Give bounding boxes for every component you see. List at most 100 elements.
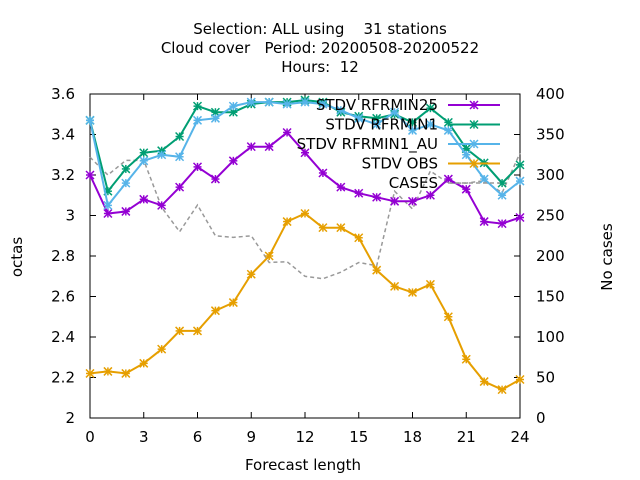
data-point [264, 142, 274, 152]
data-point [407, 125, 418, 135]
data-point [390, 107, 400, 117]
data-point [85, 368, 95, 378]
series-line [89, 212, 521, 391]
data-point [443, 312, 453, 322]
data-point [407, 117, 418, 127]
data-point [407, 196, 418, 206]
data-point [425, 103, 435, 113]
legend-marker [469, 100, 479, 110]
data-point [425, 190, 435, 200]
legend-marker [469, 139, 479, 149]
y-tick-label: 3.4 [51, 126, 75, 144]
data-point [264, 251, 274, 261]
data-point [192, 115, 203, 125]
y-tick-label: 2.6 [51, 288, 75, 306]
x-tick-label: 21 [457, 428, 476, 446]
series-line [89, 152, 521, 280]
data-point [121, 368, 131, 378]
data-point [390, 281, 400, 291]
data-point [372, 119, 382, 129]
data-point [282, 217, 292, 227]
data-point [85, 170, 95, 180]
data-point [175, 152, 185, 162]
y-tick-label: 3 [65, 207, 75, 225]
data-point [175, 131, 185, 142]
data-point [300, 97, 310, 107]
data-point [192, 326, 203, 336]
legend-entry: CASES [389, 174, 500, 192]
data-point [121, 206, 131, 216]
data-point [210, 306, 220, 316]
y-tick-label: 2 [65, 409, 75, 427]
data-point [121, 164, 131, 174]
chart-title-line-2: Cloud cover Period: 20200508-20200522 [160, 39, 480, 57]
x-tick-label: 24 [510, 428, 529, 446]
y2-tick-label: 200 [536, 247, 565, 265]
data-point [443, 174, 453, 184]
legend-label: STDV RFRMIN25 [316, 96, 438, 114]
series-stdv-obs [85, 208, 525, 395]
data-point [139, 358, 149, 368]
data-point [461, 184, 471, 194]
data-point [246, 97, 256, 107]
data-point [425, 119, 435, 129]
data-point [103, 366, 113, 376]
y-tick-label: 2.4 [51, 328, 75, 346]
data-point [461, 354, 471, 364]
y-tick-label: 3.2 [51, 166, 75, 184]
data-point [157, 344, 167, 354]
x-tick-label: 15 [349, 428, 368, 446]
data-point [372, 192, 382, 202]
data-point [103, 208, 113, 219]
data-point [497, 190, 507, 200]
data-point [175, 182, 185, 192]
legend-label: STDV RFRMIN1_AU [297, 135, 438, 154]
data-point [228, 156, 238, 166]
data-point [336, 182, 346, 192]
x-tick-label: 9 [246, 428, 256, 446]
data-point [497, 219, 507, 229]
data-point [85, 115, 95, 125]
data-point [139, 194, 149, 204]
axes: 0 3 6 9 12 15 18 21 24 2 2.2 2.4 2.6 2.8 3 3.2 3.4 3.6 0 50… [51, 85, 565, 446]
data-point [139, 148, 149, 158]
data-point [479, 174, 489, 184]
y2-tick-label: 50 [536, 369, 555, 387]
data-point [103, 200, 113, 210]
y-tick-label: 2.8 [51, 247, 75, 265]
data-point [121, 178, 131, 188]
legend-entry: STDV RFRMIN25 [316, 96, 500, 114]
data-point [390, 196, 400, 206]
data-point [210, 113, 220, 123]
data-point [336, 223, 346, 233]
y2-tick-label: 300 [536, 166, 565, 184]
x-tick-label: 3 [139, 428, 149, 446]
data-point [228, 298, 238, 308]
data-point [139, 156, 149, 166]
y2-tick-label: 400 [536, 85, 565, 103]
data-point [282, 127, 292, 138]
data-point [264, 97, 274, 107]
data-point [157, 150, 167, 160]
data-point [354, 233, 364, 243]
y2-tick-label: 350 [536, 126, 565, 144]
data-point [192, 162, 203, 172]
data-point [479, 217, 489, 227]
data-point [300, 148, 310, 158]
chart-title-line-1: Selection: ALL using 31 stations [193, 20, 447, 38]
legend-entry: STDV OBS [362, 155, 500, 173]
data-point [246, 269, 256, 279]
data-point [228, 101, 238, 111]
data-point [336, 105, 346, 115]
data-point [479, 377, 489, 387]
y2-tick-label: 150 [536, 288, 565, 306]
data-point [175, 326, 185, 336]
series-cases [89, 152, 521, 280]
data-point [318, 223, 328, 233]
data-point [443, 125, 453, 135]
series-lines [85, 95, 525, 395]
x-tick-label: 12 [295, 428, 314, 446]
data-point [461, 150, 471, 160]
